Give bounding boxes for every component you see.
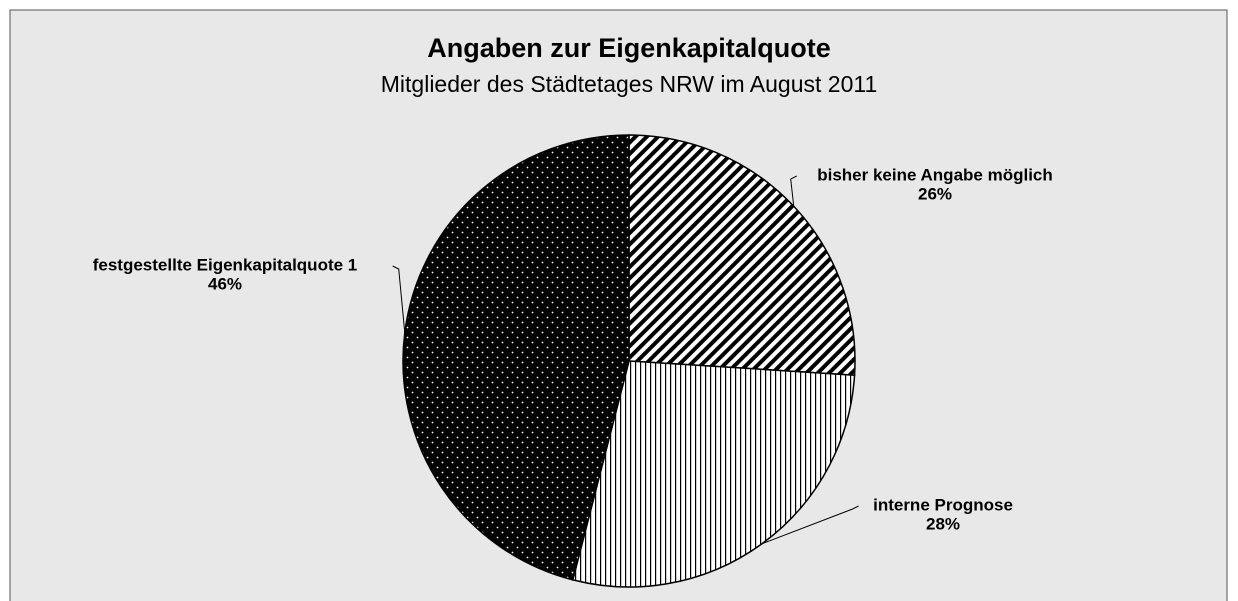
- pie-slice: [628, 134, 856, 376]
- pie-slice: [571, 360, 856, 588]
- slice-label: bisher keine Angabe möglich: [817, 165, 1053, 184]
- slice-label: festgestellte Eigenkapitalquote 1: [93, 255, 358, 274]
- slice-value-label: 46%: [208, 274, 242, 293]
- leader-line: [790, 175, 797, 207]
- chart-title: Angaben zur Eigenkapitalquote: [427, 33, 831, 63]
- leader-line: [761, 505, 859, 545]
- pie-slice: [402, 134, 630, 581]
- leader-line: [392, 265, 406, 333]
- slice-label: interne Prognose: [873, 495, 1013, 514]
- slice-value-label: 26%: [918, 184, 952, 203]
- chart-subtitle: Mitglieder des Städtetages NRW im August…: [381, 71, 877, 97]
- slice-value-label: 28%: [926, 514, 960, 533]
